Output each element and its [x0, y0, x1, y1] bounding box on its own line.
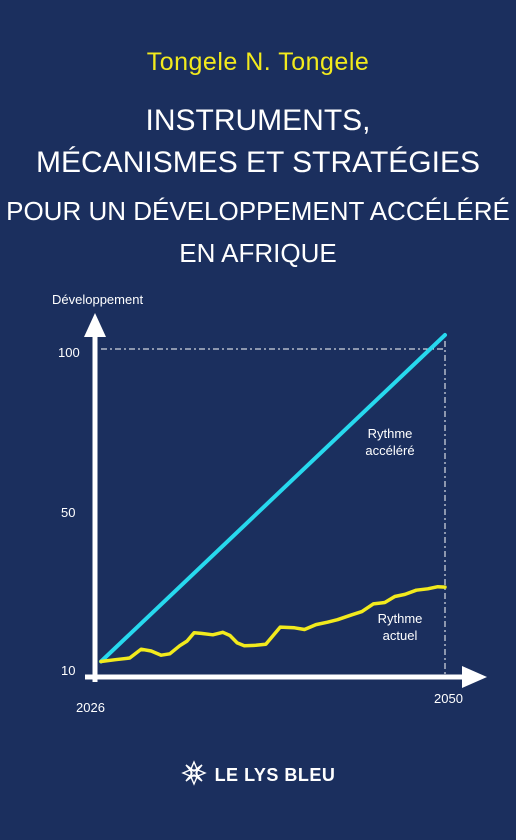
publisher-name: LE LYS BLEU — [214, 765, 336, 785]
axes — [84, 313, 487, 688]
title-line-4: EN AFRIQUE — [179, 238, 337, 268]
x-tick-label-2026: 2026 — [76, 700, 105, 715]
series-label-current-1: Rythme — [378, 611, 423, 626]
series-layer — [99, 333, 447, 664]
y-axis-arrow-icon — [84, 313, 106, 337]
series-label-accelerated-1: Rythme — [368, 426, 413, 441]
guide-lines — [101, 341, 446, 676]
y-axis-label: Développement — [52, 292, 143, 307]
y-tick-label-10: 10 — [61, 663, 75, 678]
title-line-3: POUR UN DÉVELOPPEMENT ACCÉLÉRÉ — [6, 196, 510, 226]
lily-logo-icon — [180, 760, 207, 791]
series-line-accelerated — [99, 333, 447, 664]
publisher: LE LYS BLEU — [0, 760, 516, 791]
series-label-accelerated-2: accéléré — [365, 443, 414, 458]
y-tick-label-100: 100 — [58, 345, 80, 360]
title-line-2: MÉCANISMES ET STRATÉGIES — [36, 146, 480, 179]
y-tick-label-50: 50 — [61, 505, 75, 520]
x-tick-label-2050: 2050 — [434, 691, 463, 706]
series-line-current — [99, 584, 447, 664]
series-label-current-2: actuel — [383, 628, 418, 643]
x-axis-arrow-icon — [462, 666, 487, 688]
author-name: Tongele N. Tongele — [146, 48, 370, 76]
title-line-1: INSTRUMENTS, — [145, 104, 371, 137]
